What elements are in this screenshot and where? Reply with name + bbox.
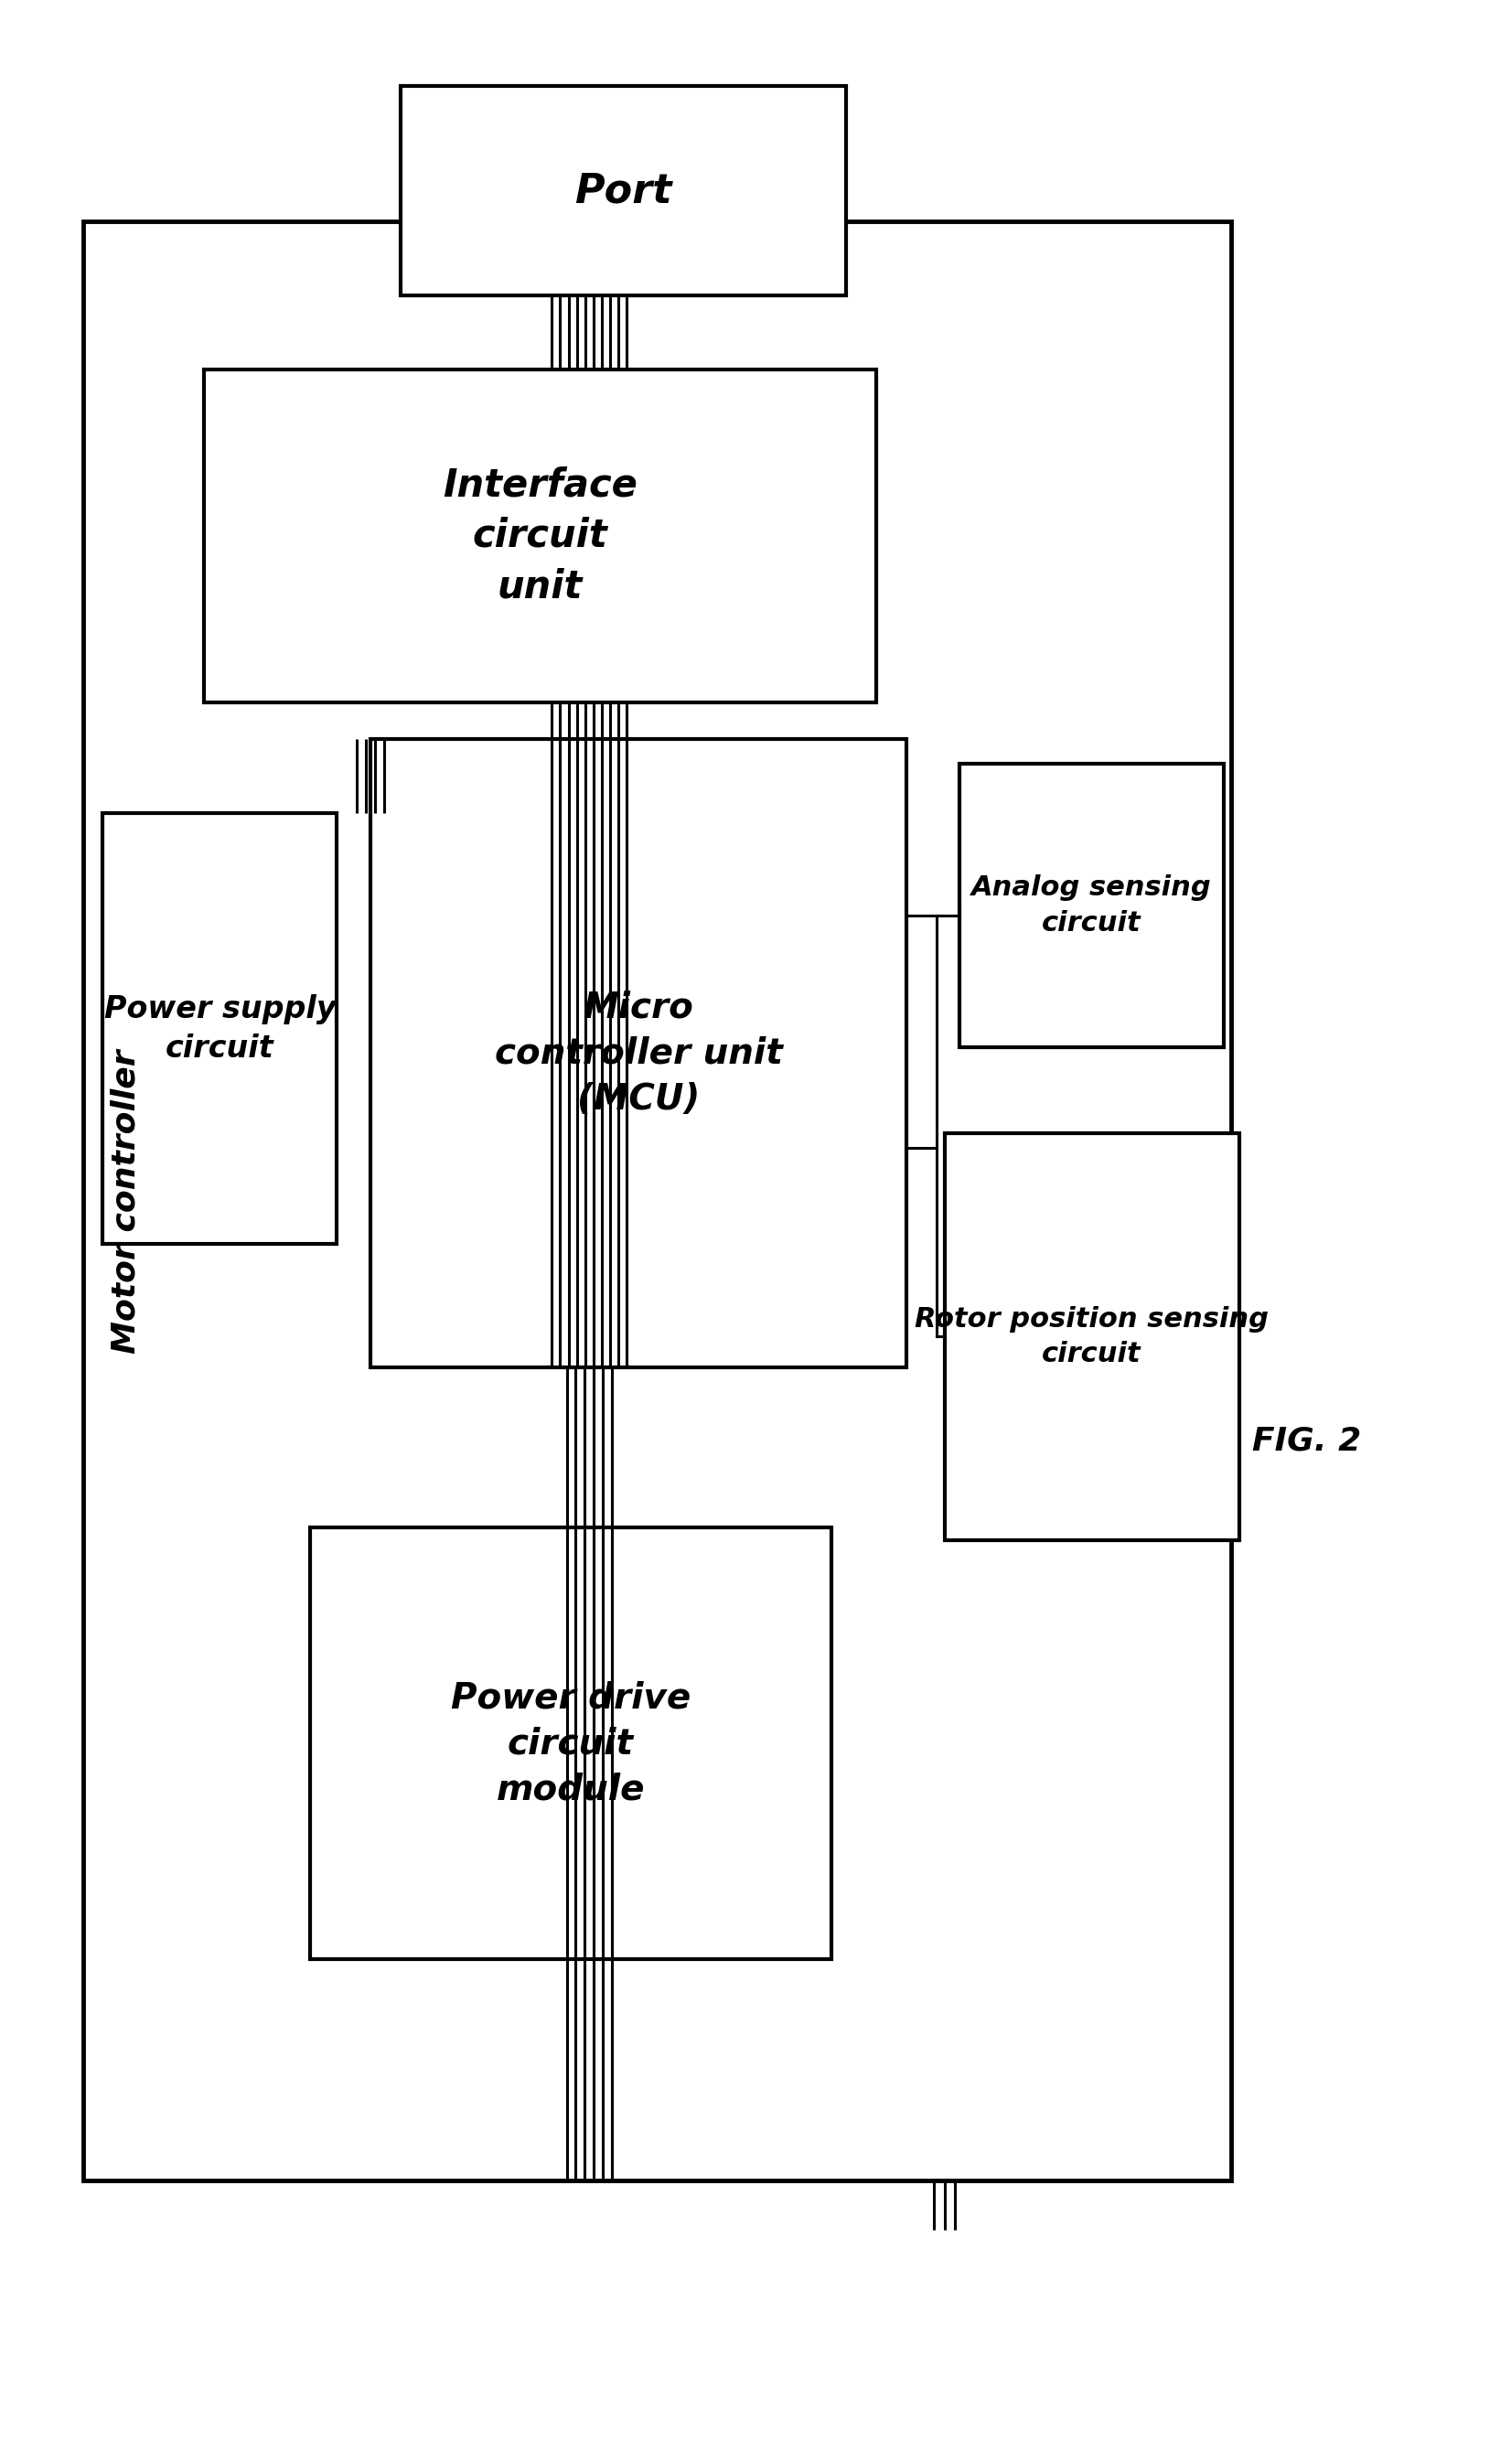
Bar — [204, 370, 876, 702]
Bar — [310, 1528, 831, 1959]
Text: Micro
controller unit
(MCU): Micro controller unit (MCU) — [494, 991, 783, 1116]
Bar — [370, 739, 907, 1368]
Text: Rotor position sensing
circuit: Rotor position sensing circuit — [914, 1306, 1269, 1368]
Text: Interface
circuit
unit: Interface circuit unit — [443, 466, 638, 606]
Text: Port: Port — [574, 172, 672, 209]
Bar — [83, 222, 1231, 2181]
Text: Motor controller: Motor controller — [110, 1050, 141, 1353]
Text: FIG. 2: FIG. 2 — [1253, 1427, 1361, 1456]
Bar — [944, 1133, 1239, 1540]
Text: Power supply
circuit: Power supply circuit — [104, 993, 335, 1064]
Text: Power drive
circuit
module: Power drive circuit module — [450, 1680, 691, 1806]
Text: Analog sensing
circuit: Analog sensing circuit — [972, 875, 1212, 936]
Bar — [959, 764, 1224, 1047]
Bar — [400, 86, 846, 296]
Bar — [103, 813, 337, 1244]
